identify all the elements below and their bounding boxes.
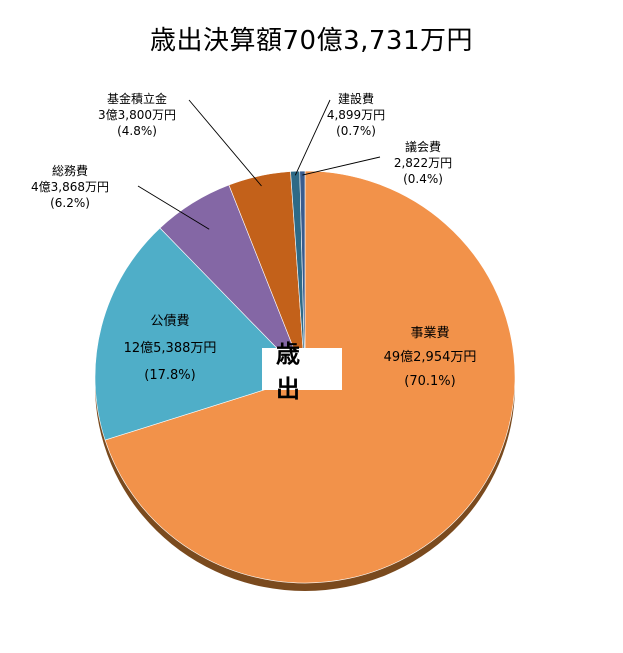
slice-percent-label-2: (6.2%)	[50, 196, 90, 210]
slice-name-label-3: 基金積立金	[107, 91, 167, 106]
slice-amount-label-5: 2,822万円	[394, 156, 452, 170]
slice-name-label-5: 議会費	[405, 139, 441, 154]
slice-percent-label-5: (0.4%)	[403, 172, 443, 186]
slice-percent-label-3: (4.8%)	[117, 124, 157, 138]
slice-amount-label-4: 4,899万円	[327, 108, 385, 122]
slice-labels: 事業費 49億2,954万円 (70.1%) 公債費 12億5,388万円 (17.8%)…	[31, 91, 476, 389]
chart-title: 歳出決算額70億3,731万円	[149, 26, 474, 56]
slice-percent-label-1: (17.8%)	[144, 368, 195, 383]
center-label-box: 歳 出	[262, 340, 342, 403]
center-label: 歳 出	[276, 340, 314, 403]
pie-slice-5	[299, 170, 306, 378]
leader-line-2	[137, 185, 210, 230]
leader-line-4	[294, 99, 331, 176]
pie-slice-1	[94, 227, 306, 441]
leader-line-3	[188, 99, 262, 187]
slice-percent-label-4: (0.7%)	[336, 124, 376, 138]
slice-name-label-4: 建設費	[338, 91, 374, 106]
slice-percent-label-0: (70.1%)	[404, 374, 455, 389]
slice-amount-label-3: 3億3,800万円	[98, 108, 176, 122]
slice-name-label-1: 公債費	[150, 314, 189, 329]
slice-amount-label-1: 12億5,388万円	[124, 340, 217, 356]
leader-line-5	[302, 156, 381, 176]
slice-amount-label-0: 49億2,954万円	[384, 349, 477, 365]
slice-name-label-2: 総務費	[52, 163, 88, 178]
slice-amount-label-2: 4億3,868万円	[31, 180, 109, 194]
leader-lines	[137, 99, 381, 230]
slice-name-label-0: 事業費	[410, 325, 449, 341]
